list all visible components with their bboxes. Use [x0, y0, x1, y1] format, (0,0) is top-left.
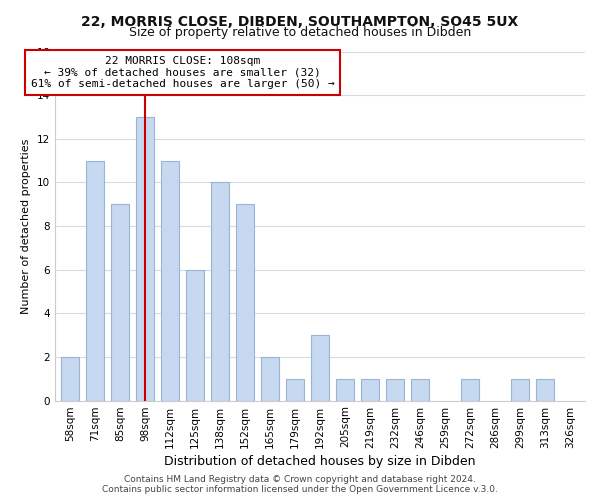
Y-axis label: Number of detached properties: Number of detached properties: [22, 138, 31, 314]
Bar: [185, 270, 205, 400]
Bar: [110, 204, 130, 400]
Bar: [286, 379, 304, 400]
Bar: [136, 117, 154, 401]
Bar: [161, 160, 179, 400]
X-axis label: Distribution of detached houses by size in Dibden: Distribution of detached houses by size …: [164, 454, 476, 468]
Bar: [86, 160, 104, 400]
Text: 22, MORRIS CLOSE, DIBDEN, SOUTHAMPTON, SO45 5UX: 22, MORRIS CLOSE, DIBDEN, SOUTHAMPTON, S…: [82, 15, 518, 29]
Bar: [386, 379, 404, 400]
Bar: [536, 379, 554, 400]
Bar: [461, 379, 479, 400]
Bar: [260, 357, 280, 401]
Text: Size of property relative to detached houses in Dibden: Size of property relative to detached ho…: [129, 26, 471, 39]
Text: Contains HM Land Registry data © Crown copyright and database right 2024.
Contai: Contains HM Land Registry data © Crown c…: [102, 474, 498, 494]
Bar: [311, 335, 329, 400]
Bar: [335, 379, 355, 400]
Bar: [511, 379, 529, 400]
Text: 22 MORRIS CLOSE: 108sqm
← 39% of detached houses are smaller (32)
61% of semi-de: 22 MORRIS CLOSE: 108sqm ← 39% of detache…: [31, 56, 334, 89]
Bar: [361, 379, 379, 400]
Bar: [236, 204, 254, 400]
Bar: [211, 182, 229, 400]
Bar: [410, 379, 430, 400]
Bar: [61, 357, 79, 401]
